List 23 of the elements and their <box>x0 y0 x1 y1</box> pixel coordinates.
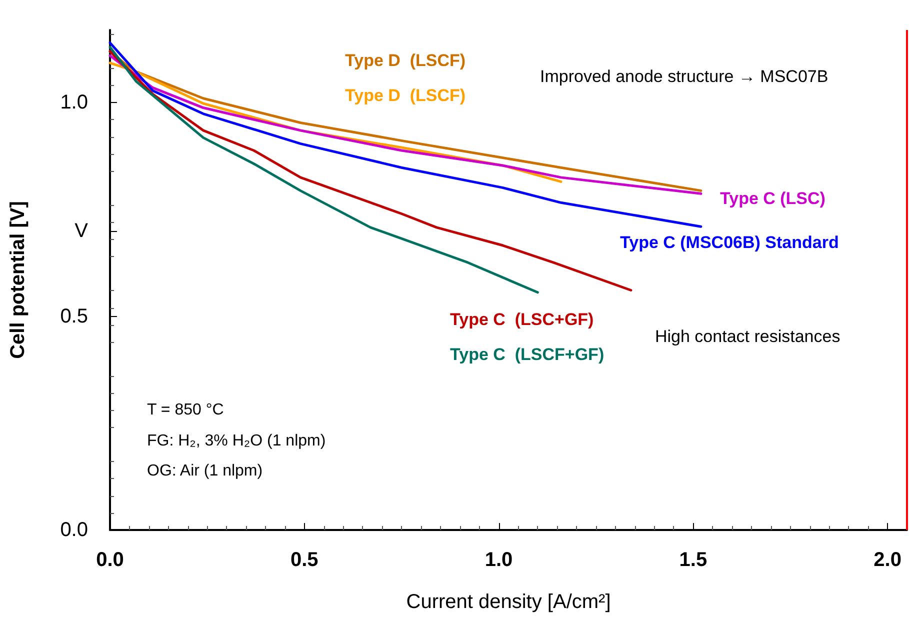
x-tick-label: 0.0 <box>96 549 124 571</box>
x-axis-title: Current density [A/cm²] <box>406 591 611 613</box>
y-tick-label: V <box>74 220 89 242</box>
series-label: Type C (LSC) <box>720 189 826 208</box>
x-tick-label: 0.5 <box>290 549 318 571</box>
y-axis-title: Cell potential [V] <box>7 201 29 359</box>
series-label: Type D (LSCF) <box>345 86 466 105</box>
x-tick-label: 2.0 <box>874 549 902 571</box>
y-tick-label: 0.5 <box>60 305 88 328</box>
annotation: Improved anode structure → MSC07B <box>540 67 828 86</box>
series-label: Type C (MSC06B) Standard <box>620 233 839 252</box>
text: Type D (LSCF) <box>345 51 466 70</box>
annotation: OG: Air (1 nlpm) <box>147 462 263 480</box>
annotation: High contact resistances <box>655 327 840 346</box>
series-label: Type C (LSC+GF) <box>450 310 594 329</box>
line-series <box>108 46 539 294</box>
text: Type C (LSCF+GF) <box>450 345 604 364</box>
annotation: FG: H₂, 3% H₂O (1 nlpm) <box>147 432 326 450</box>
annotation: T = 850 °C <box>147 402 224 418</box>
y-tick-label: 0.0 <box>60 519 88 541</box>
y-tick-label: 1.0 <box>60 92 88 114</box>
x-tick-label: 1.5 <box>679 549 708 571</box>
x-tick-label: 1.0 <box>484 549 513 571</box>
